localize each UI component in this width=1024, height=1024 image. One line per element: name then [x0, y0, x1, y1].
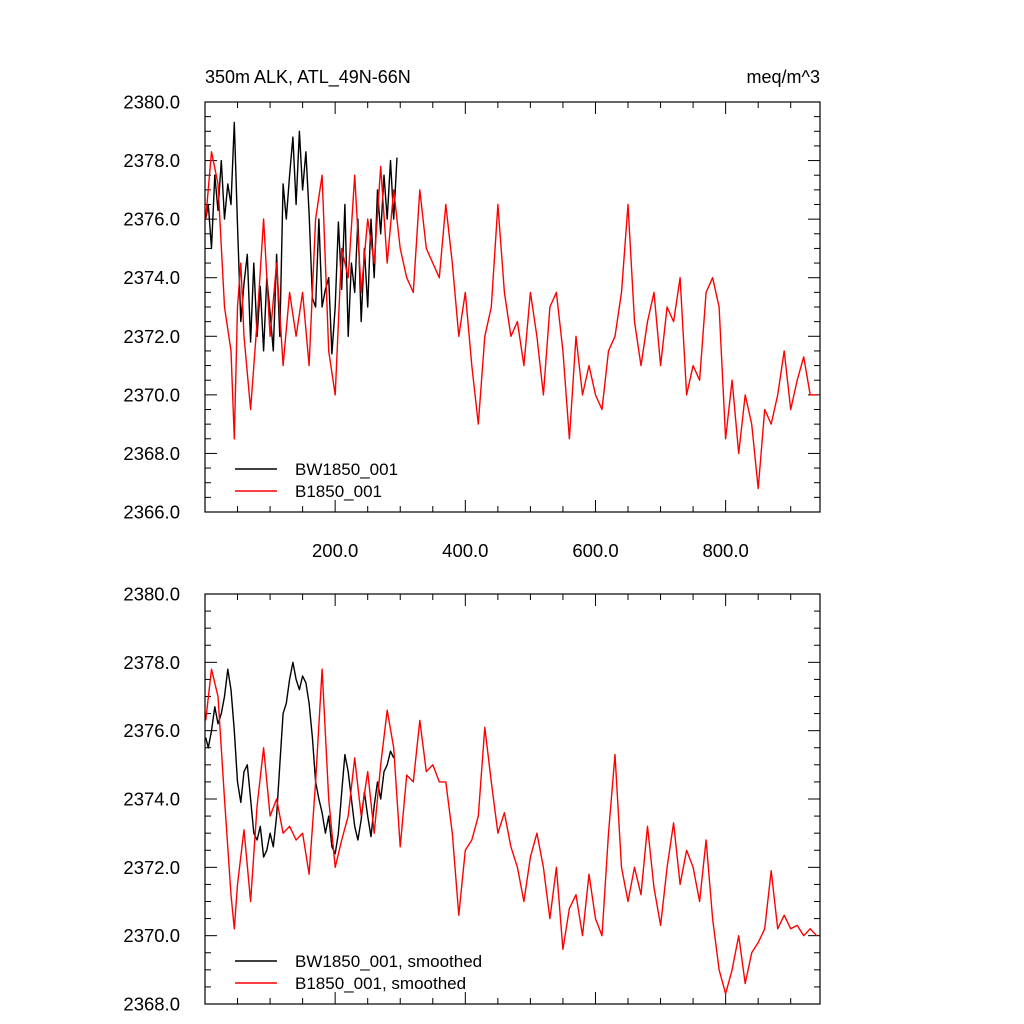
bottom-y-tick-label: 2370.0: [123, 925, 180, 946]
bottom-panel-frame: [204, 593, 821, 1005]
top-x-tick-label: 800.0: [702, 540, 748, 561]
legend-label-bw1850: BW1850_001: [295, 460, 398, 479]
top-panel-legend: BW1850_001 B1850_001: [235, 460, 398, 501]
top-y-tick-label: 2372.0: [123, 326, 180, 347]
legend-label-b1850: B1850_001: [295, 482, 382, 501]
bottom-series-b1850-001-smoothed: [205, 668, 818, 995]
top-series-bw1850-001: [205, 121, 398, 355]
top-panel-axes: 2366.0 2368.0 2370.0 2372.0 2374.0 2376.0 2378…: [123, 92, 820, 561]
top-y-tick-label: 2374.0: [123, 267, 180, 288]
bottom-panel: 2368.0 2370.0 2372.0 2374.0 2376.0 2378.0 2380…: [123, 584, 821, 1015]
top-panel-title: 350m ALK, ATL_49N-66N: [205, 67, 411, 88]
top-y-tick-label: 2368.0: [123, 443, 180, 464]
legend-label-bw1850-smoothed: BW1850_001, smoothed: [295, 952, 482, 971]
top-panel-units: meq/m^3: [747, 67, 820, 87]
bottom-y-tick-label: 2372.0: [123, 857, 180, 878]
bottom-y-tick-label: 2374.0: [123, 789, 180, 810]
top-x-tick-label: 400.0: [442, 540, 488, 561]
bottom-y-tick-label: 2368.0: [123, 994, 180, 1015]
bottom-panel-legend: BW1850_001, smoothed B1850_001, smoothed: [235, 952, 482, 993]
bottom-y-tick-label: 2380.0: [123, 584, 180, 605]
top-y-tick-label: 2376.0: [123, 209, 180, 230]
top-panel: 350m ALK, ATL_49N-66N meq/m^3 2366.0 2368…: [123, 67, 821, 561]
top-x-tick-label: 600.0: [572, 540, 618, 561]
bottom-y-tick-label: 2378.0: [123, 652, 180, 673]
top-series-b1850-001: [205, 151, 817, 490]
top-y-tick-label: 2366.0: [123, 502, 180, 523]
top-y-tick-label: 2380.0: [123, 92, 180, 113]
bottom-y-tick-label: 2376.0: [123, 720, 180, 741]
bottom-panel-series: [205, 661, 818, 995]
bottom-panel-axes: 2368.0 2370.0 2372.0 2374.0 2376.0 2378.0 2380…: [123, 584, 820, 1015]
top-panel-series: [205, 121, 817, 490]
top-x-tick-label: 200.0: [312, 540, 358, 561]
top-y-tick-label: 2378.0: [123, 150, 180, 171]
legend-label-b1850-smoothed: B1850_001, smoothed: [295, 974, 466, 993]
top-panel-frame: [204, 101, 821, 513]
top-y-tick-label: 2370.0: [123, 384, 180, 405]
bottom-series-bw1850-001-smoothed: [205, 661, 395, 858]
